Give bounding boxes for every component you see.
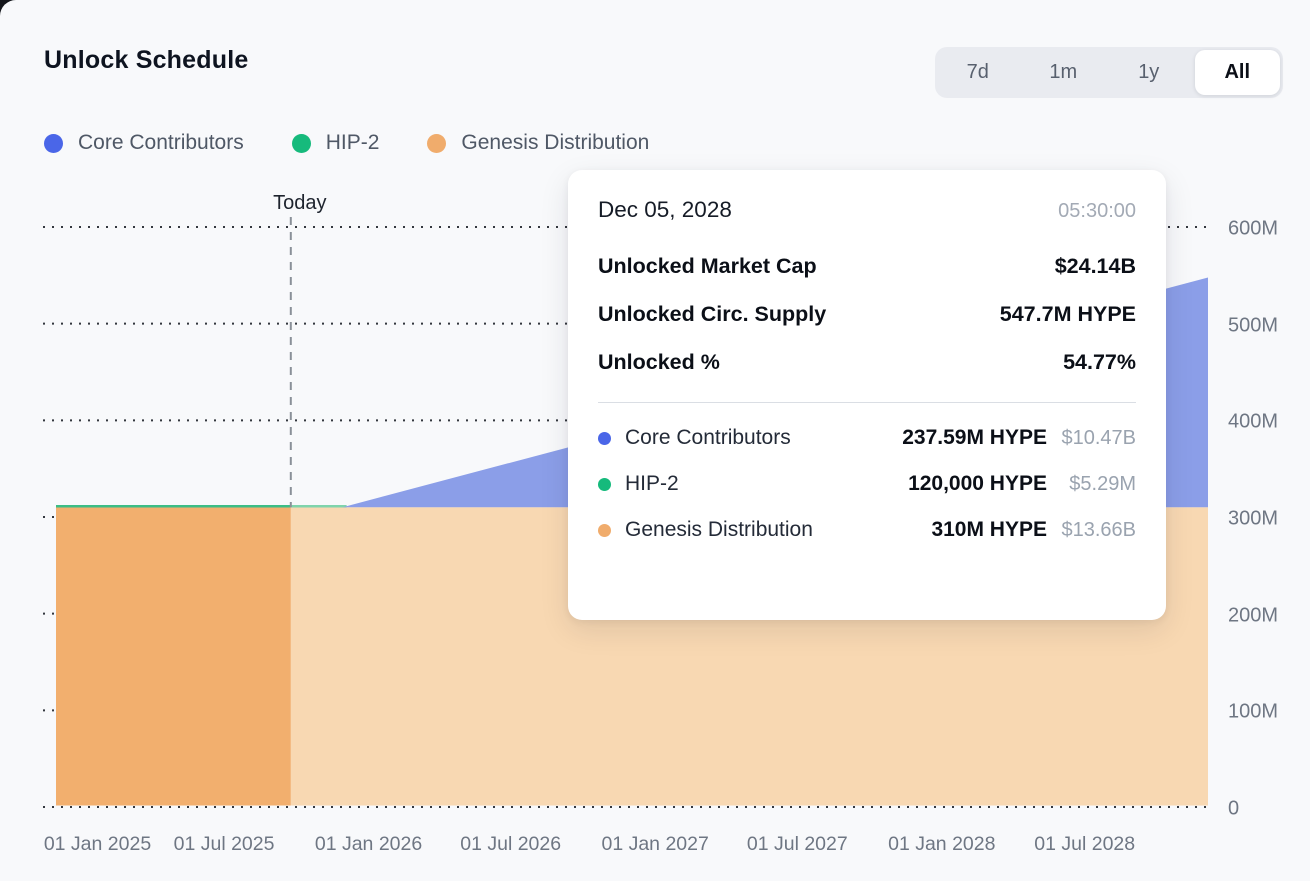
y-axis-tick-label: 0 <box>1228 797 1240 820</box>
series-name: Core Contributors <box>625 426 791 449</box>
tooltip-date: Dec 05, 2028 <box>598 197 732 222</box>
stat-value: 54.77% <box>1063 350 1136 374</box>
series-amount: 237.59M HYPE <box>902 426 1047 449</box>
range-button-1y[interactable]: 1y <box>1106 47 1192 98</box>
tooltip-stat-row-circ-supply: Unlocked Circ. Supply 547.7M HYPE <box>598 302 1136 327</box>
y-axis-tick-label: 200M <box>1228 604 1279 627</box>
legend-label: Core Contributors <box>78 131 244 154</box>
series-usd-value: $13.66B <box>1061 518 1136 541</box>
series-name: HIP-2 <box>625 472 679 495</box>
tooltip-stats: Unlocked Market Cap $24.14B Unlocked Cir… <box>598 254 1136 375</box>
chart-legend: Core Contributors HIP-2 Genesis Distribu… <box>44 131 649 155</box>
tooltip-header: Dec 05, 2028 05:30:00 <box>598 197 1136 223</box>
legend-dot-icon <box>291 133 311 153</box>
today-marker-label: Today <box>273 192 327 214</box>
x-axis-tick-label: 01 Jan 2028 <box>888 833 996 855</box>
area-genesis-past <box>56 507 291 806</box>
x-axis-tick-label: 01 Jan 2027 <box>601 833 709 855</box>
series-amount: 120,000 HYPE <box>908 472 1047 495</box>
y-axis-tick-label: 600M <box>1228 217 1279 240</box>
tooltip-stat-row-market-cap: Unlocked Market Cap $24.14B <box>598 254 1136 279</box>
x-axis-tick-label: 01 Jan 2025 <box>43 833 152 855</box>
series-usd-value: $10.47B <box>1061 426 1136 449</box>
tooltip-series-row-genesis-distribution: Genesis Distribution 310M HYPE $13.66B <box>598 518 1136 542</box>
series-dot-icon <box>598 523 611 537</box>
time-range-selector: 7d 1m 1y All <box>935 47 1283 98</box>
legend-dot-icon <box>427 133 447 153</box>
legend-dot-icon <box>44 133 63 153</box>
stat-value: 547.7M HYPE <box>999 302 1136 326</box>
chart-tooltip: Dec 05, 2028 05:30:00 Unlocked Market Ca… <box>568 170 1166 620</box>
legend-item-genesis-distribution[interactable]: Genesis Distribution <box>427 131 649 155</box>
y-axis-tick-label: 500M <box>1228 314 1279 337</box>
legend-label: Genesis Distribution <box>461 131 650 154</box>
series-dot-icon <box>598 477 611 491</box>
range-button-all[interactable]: All <box>1194 50 1280 95</box>
legend-item-core-contributors[interactable]: Core Contributors <box>44 131 244 155</box>
legend-item-hip2[interactable]: HIP-2 <box>291 131 380 155</box>
x-axis-tick-label: 01 Jul 2027 <box>746 833 848 855</box>
tooltip-stat-row-unlocked-pct: Unlocked % 54.77% <box>598 350 1136 375</box>
y-axis-tick-label: 400M <box>1228 410 1279 433</box>
series-amount: 310M HYPE <box>931 518 1047 541</box>
stat-label: Unlocked % <box>598 350 720 374</box>
stat-label: Unlocked Circ. Supply <box>598 302 827 326</box>
stat-value: $24.14B <box>1054 254 1136 278</box>
tooltip-series-row-core-contributors: Core Contributors 237.59M HYPE $10.47B <box>598 426 1136 450</box>
stat-label: Unlocked Market Cap <box>598 254 817 278</box>
x-axis-tick-label: 01 Jan 2026 <box>314 833 423 855</box>
x-axis-tick-label: 01 Jul 2028 <box>1034 833 1136 855</box>
tooltip-series-list: Core Contributors 237.59M HYPE $10.47B H… <box>598 426 1136 542</box>
range-button-7d[interactable]: 7d <box>935 47 1021 98</box>
x-axis-tick-label: 01 Jul 2026 <box>460 833 562 855</box>
tooltip-divider <box>598 402 1136 403</box>
tooltip-time: 05:30:00 <box>1058 200 1136 222</box>
y-axis-tick-label: 100M <box>1228 700 1279 723</box>
range-button-1m[interactable]: 1m <box>1021 47 1107 98</box>
legend-label: HIP-2 <box>325 131 380 154</box>
tooltip-series-row-hip2: HIP-2 120,000 HYPE $5.29M <box>598 472 1136 496</box>
y-axis-tick-label: 300M <box>1228 507 1279 530</box>
x-axis-tick-label: 01 Jul 2025 <box>173 833 275 855</box>
series-name: Genesis Distribution <box>625 518 813 541</box>
page-title: Unlock Schedule <box>44 46 249 74</box>
series-usd-value: $5.29M <box>1069 472 1136 495</box>
series-dot-icon <box>598 431 611 445</box>
